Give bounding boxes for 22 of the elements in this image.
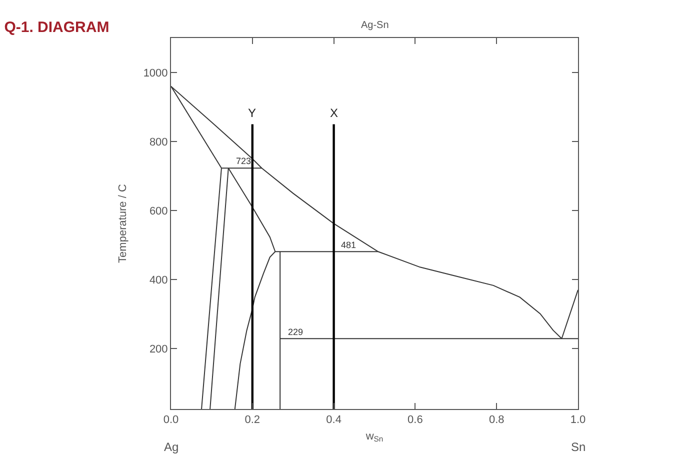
y-tick-label: 200 bbox=[149, 343, 168, 356]
x-tick-label: 0.2 bbox=[244, 414, 260, 426]
y-tick-label: 400 bbox=[149, 274, 168, 286]
text: Sn bbox=[571, 440, 586, 454]
x-tick-label: 0.4 bbox=[326, 414, 342, 426]
series-label: X bbox=[330, 106, 338, 120]
series-label: Y bbox=[248, 106, 256, 120]
chart-title: Q-1. DIAGRAM bbox=[4, 19, 110, 36]
text: Ag bbox=[164, 440, 179, 454]
y-tick-label: 1000 bbox=[143, 67, 168, 80]
y-tick-label: 600 bbox=[149, 205, 168, 218]
annotation: 723 bbox=[236, 156, 252, 166]
x-tick-label: 0.6 bbox=[408, 414, 423, 426]
chart-subtitle: Ag-Sn bbox=[361, 20, 389, 31]
annotation: 229 bbox=[288, 327, 304, 337]
x-tick-label: 0.0 bbox=[163, 414, 179, 426]
y-axis-title: Temperature / C bbox=[116, 184, 129, 263]
x-tick-label: 1.0 bbox=[570, 414, 586, 426]
y-tick-label: 800 bbox=[149, 136, 168, 148]
x-tick-label: 0.8 bbox=[488, 414, 504, 426]
annotation: 481 bbox=[341, 240, 356, 250]
x-axis-title: w$_{Sn}$ bbox=[364, 430, 384, 444]
